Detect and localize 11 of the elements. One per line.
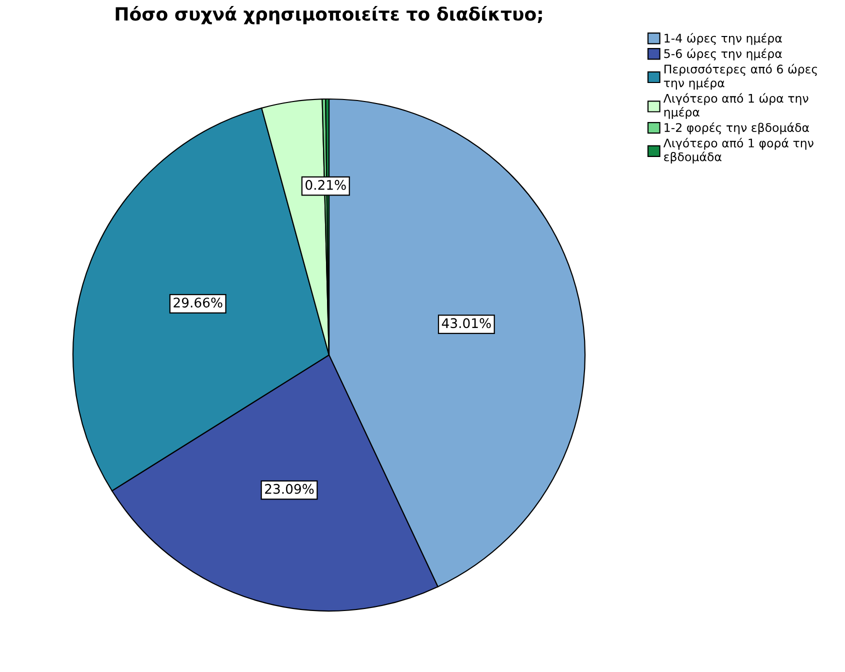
data-label: 29.66% (174, 298, 222, 308)
legend-label: Λιγότερο από 1 ώρα την ημέρα (663, 93, 808, 119)
legend-label: Περισσότερες από 6 ώρες την ημέρα (664, 64, 817, 90)
data-label: 23.09% (265, 484, 314, 494)
legend-label: 1-2 φορές την εβδομάδα (664, 122, 809, 134)
legend-label: 1-4 ώρες την ημέρα (664, 33, 782, 45)
data-label: 0.21% (306, 180, 346, 190)
legend-label: Λιγότερο από 1 φορά την εβδομάδα (663, 138, 814, 164)
chart-title: Πόσο συχνά χρησιμοποιείτε το διαδίκτυο; (116, 6, 542, 24)
legend-label: 5-6 ώρες την ημέρα (664, 48, 782, 60)
data-label: 43.01% (442, 318, 491, 328)
